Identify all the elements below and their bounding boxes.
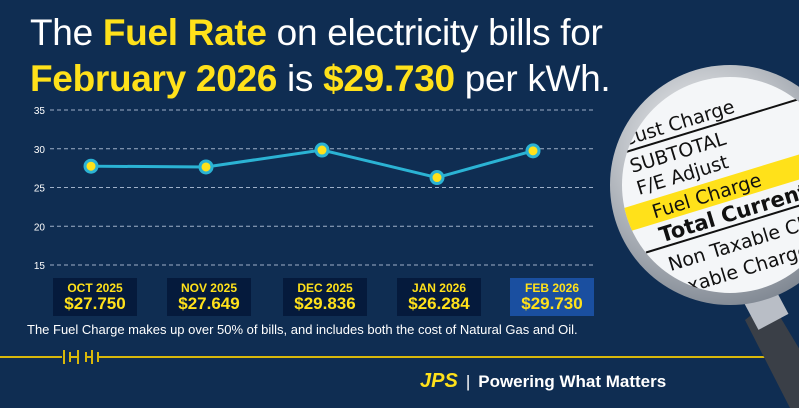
data-point [525, 143, 541, 159]
x-tick-label: OCT 2025 [67, 281, 123, 295]
headline-highlight: Fuel Rate [102, 12, 267, 53]
headline-rate: $29.730 [323, 58, 455, 99]
y-tick-label: 20 [34, 222, 46, 233]
month-value-box: NOV 2025 $27.649 [167, 278, 251, 316]
tagline: Powering What Matters [478, 372, 667, 391]
x-tick-label: JAN 2026 [411, 281, 467, 295]
data-label: $29.836 [294, 294, 356, 313]
month-value-box: FEB 2026 $29.730 [510, 278, 594, 316]
data-label: $27.649 [178, 294, 240, 313]
series-line [90, 148, 534, 180]
footnote: The Fuel Charge makes up over 50% of bil… [27, 322, 578, 337]
x-tick-label: FEB 2026 [524, 281, 580, 295]
headline-text: per kWh. [454, 58, 611, 99]
data-point [83, 158, 99, 174]
y-tick-label: 25 [34, 184, 46, 195]
month-value-box: OCT 2025 $27.750 [53, 278, 137, 316]
data-point [314, 142, 330, 158]
month-value-box: DEC 2025 $29.836 [283, 278, 367, 316]
data-point [198, 159, 214, 175]
y-tick-label: 35 [34, 106, 46, 117]
data-label: $26.284 [408, 294, 470, 313]
headline-text: The [30, 12, 103, 53]
data-label: $27.750 [64, 294, 126, 313]
headline-text: on electricity bills for [266, 12, 603, 53]
magnifier-icon: Cust Charge SUBTOTAL F/E Adjust Fuel Cha… [603, 65, 799, 408]
headline-month: February 2026 [30, 58, 278, 99]
headline-text: is [277, 58, 324, 99]
headline-line-1: The Fuel Rate on electricity bills for [30, 12, 603, 54]
y-tick-label: 30 [34, 145, 46, 156]
jps-logo: JPS [420, 370, 458, 392]
x-tick-label: NOV 2025 [180, 281, 238, 295]
headline-line-2: February 2026 is $29.730 per kWh. [30, 58, 611, 100]
data-label: $29.730 [521, 294, 583, 313]
circuit-divider [0, 350, 780, 364]
footer-brand: JPS | Powering What Matters [420, 370, 667, 392]
x-tick-label: DEC 2025 [297, 281, 353, 295]
month-value-box: JAN 2026 $26.284 [397, 278, 481, 316]
data-point [429, 170, 445, 186]
y-tick-label: 15 [34, 261, 46, 272]
